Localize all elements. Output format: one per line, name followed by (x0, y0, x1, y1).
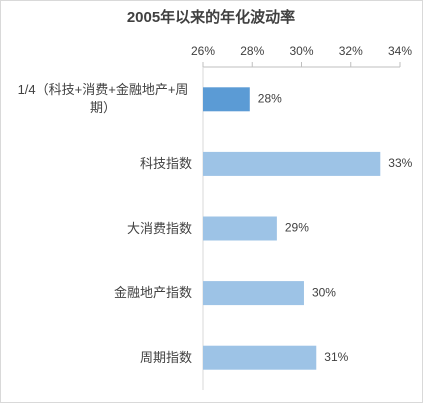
y-tick-label: 1/4（科技+消费+金融地产+周期） (17, 82, 189, 116)
x-tick-label: 34% (388, 44, 412, 58)
value-label: 28% (258, 91, 282, 105)
y-tick-label: 金融地产指数 (113, 285, 192, 301)
category-label-box: 科技指数 (14, 155, 192, 173)
category-label-box: 1/4（科技+消费+金融地产+周期） (14, 81, 192, 117)
x-tick-label: 32% (339, 44, 363, 58)
x-tick-label: 26% (191, 44, 215, 58)
bar (203, 345, 317, 370)
x-tick-label: 28% (240, 44, 264, 58)
value-label: 30% (312, 285, 336, 299)
y-tick-label: 大消费指数 (126, 220, 192, 236)
bar (203, 281, 304, 306)
y-tick-label: 周期指数 (139, 349, 192, 365)
bar (203, 216, 277, 241)
value-label: 31% (324, 350, 348, 364)
category-label-box: 大消费指数 (14, 220, 192, 238)
chart-title: 2005年以来的年化波动率 (127, 8, 295, 26)
y-tick-label: 科技指数 (139, 155, 192, 171)
bar (203, 87, 250, 112)
bar (203, 151, 381, 176)
x-tick-label: 30% (289, 44, 313, 58)
category-label-box: 金融地产指数 (14, 284, 192, 302)
value-label: 29% (285, 221, 309, 235)
category-label-box: 周期指数 (14, 349, 192, 367)
value-label: 33% (388, 156, 412, 170)
